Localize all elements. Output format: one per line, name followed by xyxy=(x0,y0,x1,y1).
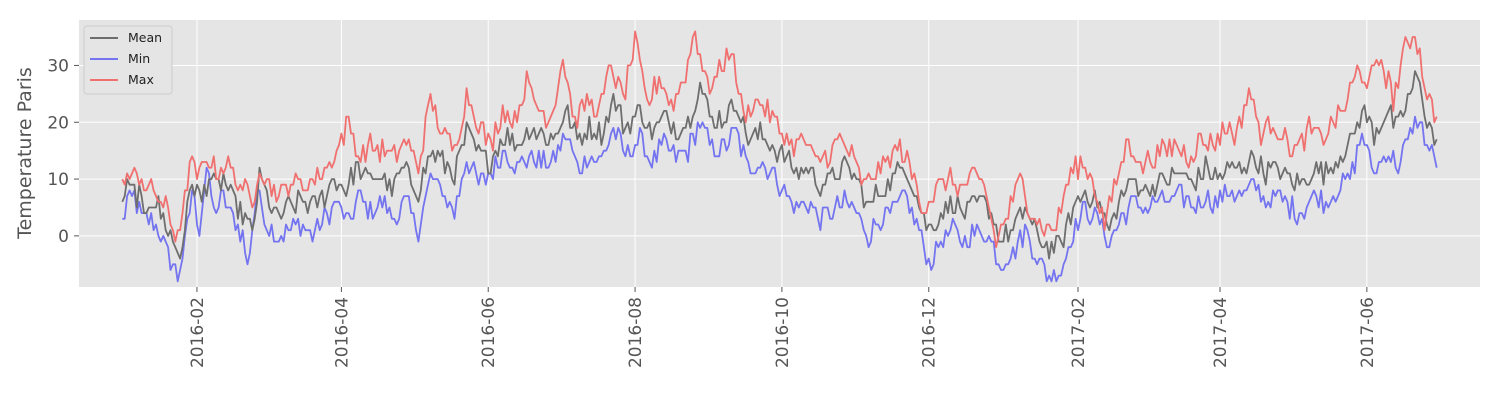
legend-label-max: Max xyxy=(128,72,154,87)
legend-label-mean: Mean xyxy=(128,30,162,45)
grid-lines xyxy=(79,20,1480,287)
x-tick-label: 2016-10 xyxy=(773,297,793,368)
y-tick-label: 10 xyxy=(47,170,69,190)
x-tick-label: 2016-06 xyxy=(479,297,499,368)
y-tick-label: 20 xyxy=(47,113,69,133)
x-tick-label: 2016-12 xyxy=(920,297,940,368)
y-axis: 0 10 20 30 xyxy=(47,56,79,247)
x-axis: 2016-02 2016-04 2016-06 2016-08 2016-10 2016-… xyxy=(188,287,1378,368)
y-axis-label: Temperature Paris xyxy=(14,67,36,240)
x-tick-label: 2017-04 xyxy=(1211,297,1231,368)
y-tick-label: 30 xyxy=(47,56,69,76)
x-tick-label: 2016-04 xyxy=(332,297,352,368)
series-lines xyxy=(121,30,1438,283)
y-tick-label: 0 xyxy=(58,227,69,247)
series-line-max xyxy=(121,30,1438,249)
x-tick-label: 2017-02 xyxy=(1069,297,1089,368)
series-line-mean xyxy=(121,70,1438,260)
x-tick-label: 2017-06 xyxy=(1358,297,1378,368)
legend-box xyxy=(83,25,173,95)
legend-label-min: Min xyxy=(128,51,150,66)
series-line-min xyxy=(122,115,1438,283)
legend: Mean Min Max xyxy=(83,25,173,95)
x-tick-label: 2016-02 xyxy=(188,297,208,368)
x-tick-label: 2016-08 xyxy=(626,297,646,368)
